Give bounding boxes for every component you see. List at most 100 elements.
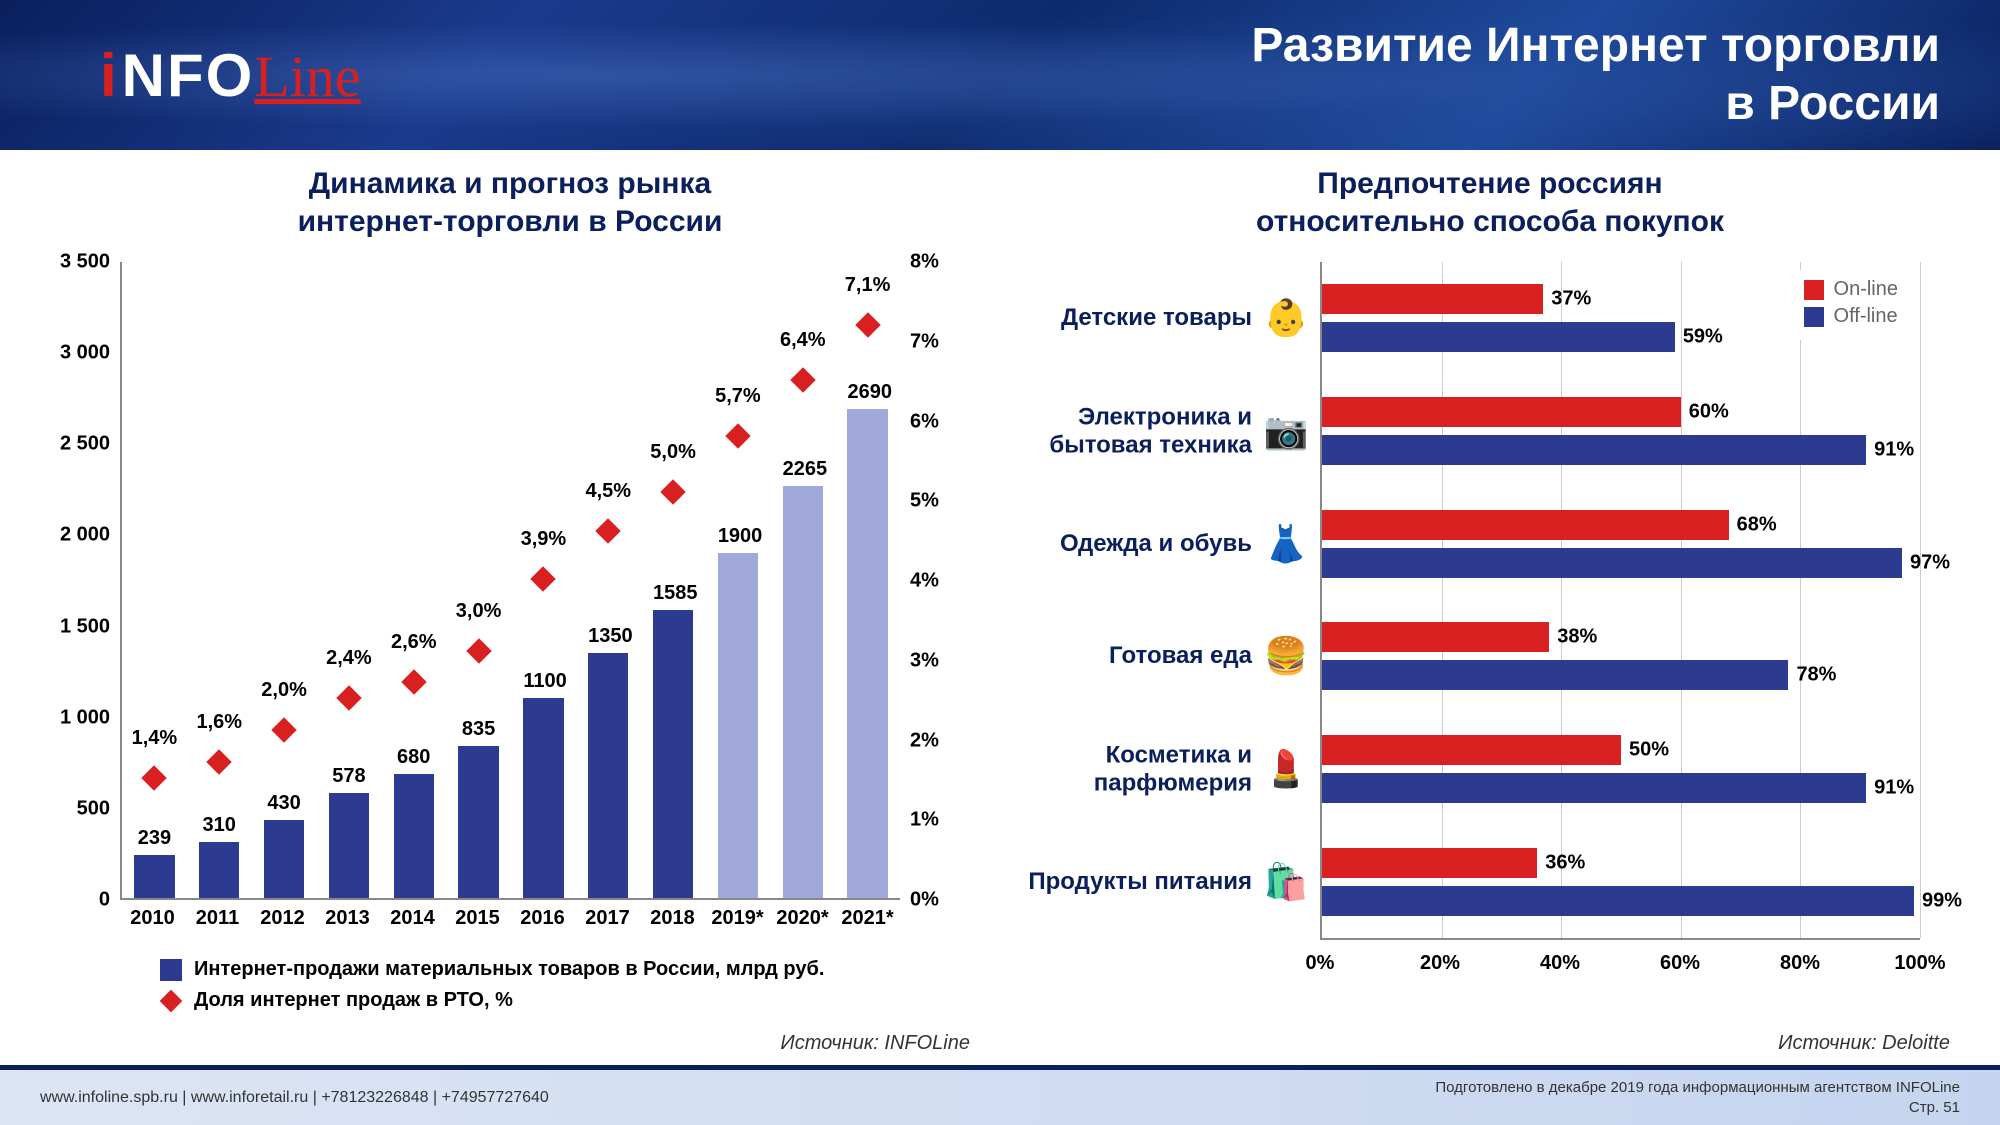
x-label: 2013 <box>325 907 370 930</box>
page-title-line2: в России <box>1251 75 1940 133</box>
x-label: 2011 <box>196 907 239 930</box>
bar: 1585 <box>653 610 693 898</box>
bar: 835 <box>458 746 498 898</box>
right-title-l1: Предпочтение россиян <box>1020 165 1960 203</box>
x-label: 2018 <box>650 907 695 930</box>
x-tick-label: 80% <box>1780 952 1820 975</box>
category-label: Детские товары <box>1022 305 1252 333</box>
bar-offline-label: 78% <box>1796 664 1836 687</box>
category-label: Косметика и парфюмерия <box>1022 741 1252 796</box>
right-y-tick: 0% <box>910 889 980 912</box>
bar: 2690 <box>847 409 887 898</box>
marker-label: 7,1% <box>845 274 891 297</box>
right-title-l2: относительно способа покупок <box>1020 203 1960 241</box>
marker-label: 4,5% <box>585 480 631 503</box>
legend-row-markers: Доля интернет продаж в РТО, % <box>160 989 824 1012</box>
x-label: 2020* <box>776 907 828 930</box>
bar: 1100 <box>523 698 563 898</box>
right-y-tick: 7% <box>910 330 980 353</box>
x-tick-label: 20% <box>1420 952 1460 975</box>
page-title-line1: Развитие Интернет торговли <box>1251 17 1940 75</box>
bar-offline: 91% <box>1322 773 1866 803</box>
left-y-tick: 2 000 <box>40 524 110 547</box>
x-label: 2017 <box>585 907 630 930</box>
right-chart-plot: Детские товары👶37%59%Электроника и бытов… <box>1320 262 1920 940</box>
marker-diamond <box>531 566 556 591</box>
right-y-tick: 2% <box>910 729 980 752</box>
bar-label: 430 <box>264 792 304 815</box>
bar-offline-label: 59% <box>1683 326 1723 349</box>
bar-label: 578 <box>329 765 369 788</box>
legend-square-icon <box>160 959 182 981</box>
right-chart: Детские товары👶 37% 59% Электроника и бытов… <box>1020 252 1960 1060</box>
right-y-tick: 6% <box>910 410 980 433</box>
bar-offline: 97% <box>1322 548 1902 578</box>
left-panel: Динамика и прогноз рынка интернет-торгов… <box>40 165 980 1060</box>
bar-offline-label: 99% <box>1922 889 1962 912</box>
category-row: Продукты питания🛍️36%99% <box>1022 825 1920 938</box>
footer-page: Стр. 51 <box>1435 1098 1960 1118</box>
left-y-tick: 0 <box>40 889 110 912</box>
category-icon: 🛍️ <box>1258 861 1314 903</box>
bar-label: 2265 <box>783 458 823 481</box>
x-label: 2015 <box>455 907 500 930</box>
marker-diamond <box>855 312 880 337</box>
marker-diamond <box>790 367 815 392</box>
bar-label: 680 <box>394 746 434 769</box>
category-label: Продукты питания <box>1022 868 1252 896</box>
marker-diamond <box>725 423 750 448</box>
bar-online-label: 37% <box>1551 288 1591 311</box>
legend-offline-square-icon <box>1804 307 1824 327</box>
bar: 430 <box>264 820 304 898</box>
bar: 239 <box>134 855 174 898</box>
gridline <box>1920 262 1921 938</box>
bar-online: 38% <box>1322 622 1549 652</box>
page-footer: www.infoline.spb.ru | www.inforetail.ru … <box>0 1065 2000 1125</box>
left-y-tick: 2 500 <box>40 433 110 456</box>
bar-online-label: 36% <box>1545 851 1585 874</box>
marker-label: 3,0% <box>456 600 502 623</box>
x-label: 2021* <box>841 907 893 930</box>
left-chart-plot: 2391,4%3101,6%4302,0%5782,4%6802,6%8353,… <box>120 262 900 900</box>
category-row: Электроника и бытовая техника📷60%91% <box>1022 375 1920 488</box>
bar-offline-label: 91% <box>1874 776 1914 799</box>
x-tick-label: 0% <box>1306 952 1335 975</box>
legend-offline: Off-line <box>1804 305 1898 328</box>
legend-offline-label: Off-line <box>1834 305 1898 328</box>
legend-online-square-icon <box>1804 280 1824 300</box>
category-row: Детские товары👶 37% 59% <box>1022 262 1920 375</box>
marker-label: 2,6% <box>391 631 437 654</box>
left-y-tick: 1 000 <box>40 706 110 729</box>
legend-marker-label: Доля интернет продаж в РТО, % <box>194 989 513 1012</box>
footer-credit: Подготовлено в декабре 2019 года информа… <box>1435 1078 1960 1117</box>
footer-credit-line1: Подготовлено в декабре 2019 года информа… <box>1435 1078 1960 1098</box>
marker-diamond <box>596 519 621 544</box>
bar-label: 835 <box>458 718 498 741</box>
logo-nfo: NFO <box>122 41 255 110</box>
legend-row-bars: Интернет-продажи материальных товаров в … <box>160 958 824 981</box>
bar-offline: 91% <box>1322 435 1866 465</box>
right-y-tick: 4% <box>910 570 980 593</box>
left-chart-source: Источник: INFOLine <box>780 1032 970 1055</box>
category-icon: 👶 <box>1258 297 1314 339</box>
right-y-tick: 3% <box>910 649 980 672</box>
left-title-l2: интернет-торговли в России <box>40 203 980 241</box>
x-label: 2016 <box>520 907 565 930</box>
x-tick-label: 60% <box>1660 952 1700 975</box>
bar-online-label: 38% <box>1557 626 1597 649</box>
left-title-l1: Динамика и прогноз рынка <box>40 165 980 203</box>
marker-label: 2,0% <box>261 679 307 702</box>
marker-label: 1,6% <box>196 711 242 734</box>
logo: iNFO Line <box>100 41 361 110</box>
right-y-tick: 5% <box>910 490 980 513</box>
category-icon: 📷 <box>1258 410 1314 452</box>
page-header: iNFO Line Развитие Интернет торговли в Р… <box>0 0 2000 150</box>
left-chart-legend: Интернет-продажи материальных товаров в … <box>160 958 824 1020</box>
bar-online: 68% <box>1322 510 1729 540</box>
left-chart: 2391,4%3101,6%4302,0%5782,4%6802,6%8353,… <box>40 252 980 1060</box>
left-y-tick: 3 000 <box>40 342 110 365</box>
page-title: Развитие Интернет торговли в России <box>1251 17 1940 132</box>
bar-label: 1100 <box>523 670 563 693</box>
marker-label: 5,0% <box>650 441 696 464</box>
x-label: 2014 <box>390 907 435 930</box>
